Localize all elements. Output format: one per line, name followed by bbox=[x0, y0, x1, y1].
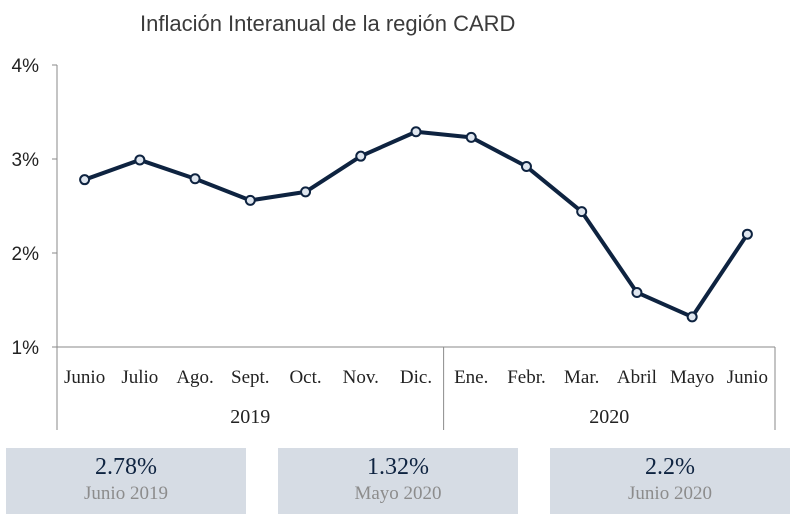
y-tick-label: 2% bbox=[12, 244, 40, 265]
x-category-label: Nov. bbox=[343, 367, 379, 388]
x-category-label: Junio bbox=[727, 367, 768, 388]
y-tick-label: 1% bbox=[12, 338, 40, 359]
x-category-label: Ago. bbox=[176, 367, 213, 388]
x-category-label: Mar. bbox=[564, 367, 599, 388]
x-category-label: Febr. bbox=[507, 367, 546, 388]
kpi-card-junio-2020: 2.2% Junio 2020 bbox=[550, 448, 790, 514]
y-axis: 4% 3% 2% 1% bbox=[12, 56, 58, 359]
data-point bbox=[686, 311, 698, 323]
data-point bbox=[520, 161, 532, 173]
kpi-label: Junio 2019 bbox=[84, 483, 168, 504]
x-category-label: Sept. bbox=[231, 367, 270, 388]
x-group-label: 2019 bbox=[230, 406, 270, 428]
data-point bbox=[410, 126, 422, 138]
kpi-value: 1.32% bbox=[367, 454, 429, 480]
x-axis: Junio Julio Ago. Sept. Oct. Nov. Dic. Ene. Febr.… bbox=[56, 346, 776, 430]
data-point bbox=[300, 186, 312, 198]
kpi-label: Junio 2020 bbox=[628, 483, 712, 504]
x-category-label: Mayo bbox=[670, 367, 714, 388]
data-point bbox=[576, 206, 588, 218]
chart-title: Inflación Interanual de la región CARD bbox=[140, 11, 515, 36]
data-point bbox=[79, 174, 91, 186]
x-category-label: Oct. bbox=[289, 367, 321, 388]
inflation-line-chart: Inflación Interanual de la región CARD 4… bbox=[12, 11, 776, 430]
x-category-label: Ene. bbox=[454, 367, 488, 388]
kpi-card-mayo-2020: 1.32% Mayo 2020 bbox=[278, 448, 518, 514]
data-point bbox=[134, 154, 146, 166]
x-category-label: Julio bbox=[121, 367, 158, 388]
data-point bbox=[465, 131, 477, 143]
data-point bbox=[355, 150, 367, 162]
x-category-label: Dic. bbox=[400, 367, 432, 388]
data-point bbox=[741, 228, 753, 240]
y-tick-label: 4% bbox=[12, 56, 40, 77]
x-category-label: Abril bbox=[617, 367, 657, 388]
data-point bbox=[244, 194, 256, 206]
kpi-value: 2.2% bbox=[645, 454, 695, 480]
kpi-label: Mayo 2020 bbox=[354, 483, 442, 504]
kpi-value: 2.78% bbox=[95, 454, 157, 480]
series-line bbox=[82, 129, 750, 319]
x-group-label: 2020 bbox=[589, 406, 629, 428]
data-point bbox=[631, 286, 643, 298]
kpi-card-junio-2019: 2.78% Junio 2019 bbox=[6, 448, 246, 514]
y-tick-label: 3% bbox=[12, 150, 40, 171]
series-group bbox=[79, 126, 753, 323]
data-point bbox=[189, 173, 201, 185]
x-category-label: Junio bbox=[64, 367, 105, 388]
